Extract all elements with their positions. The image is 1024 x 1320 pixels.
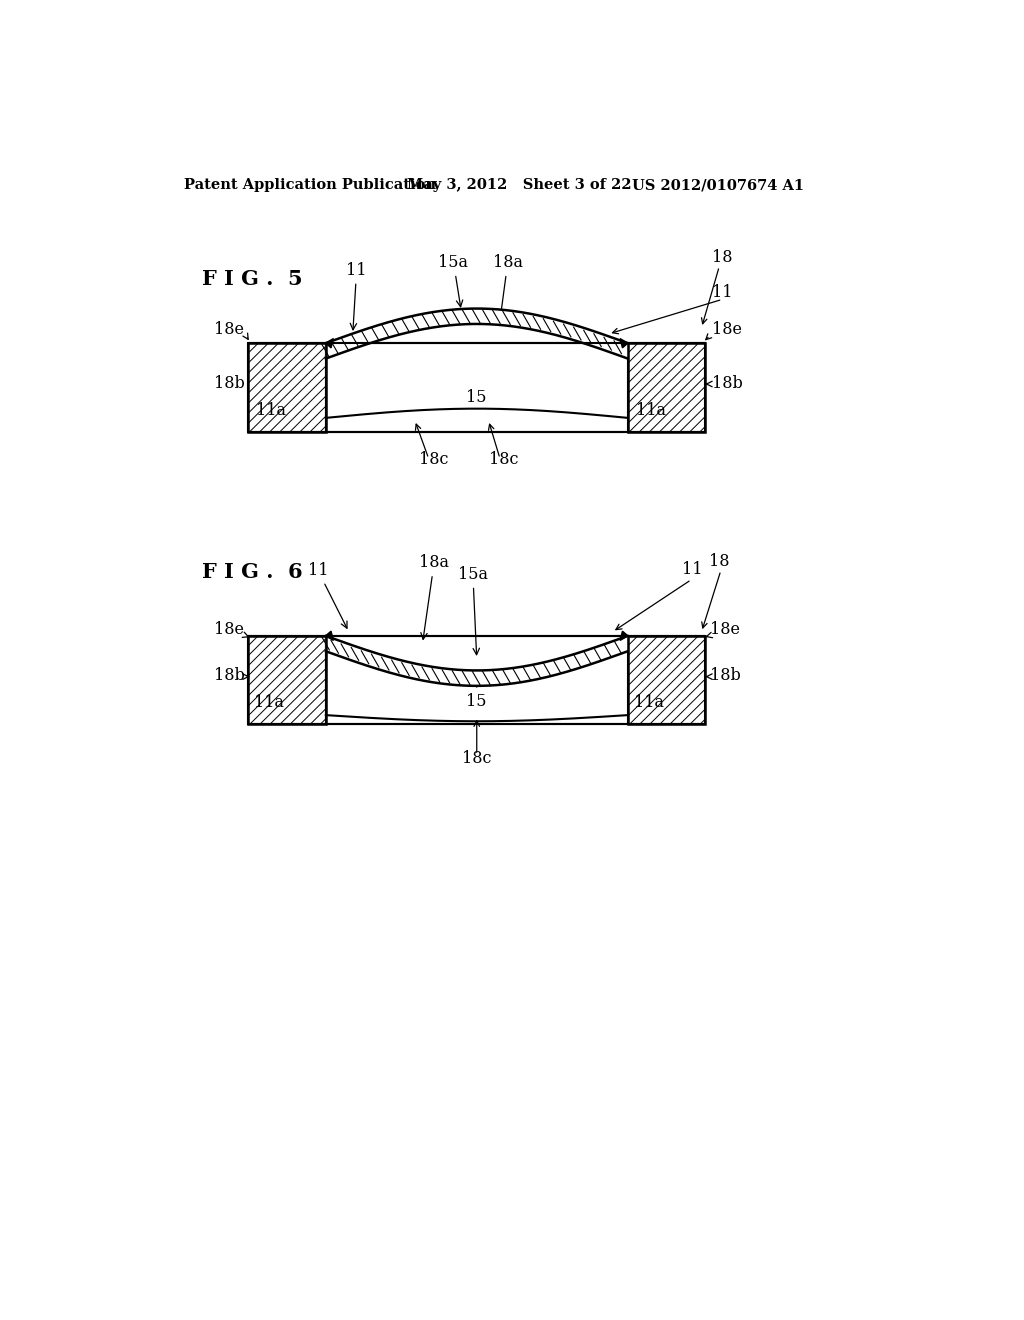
Text: 11a: 11a [636, 401, 666, 418]
Text: 11: 11 [346, 261, 367, 330]
Bar [326, 343, 628, 432]
Text: 11a: 11a [254, 694, 285, 711]
Text: 18b: 18b [712, 375, 742, 392]
Text: 11a: 11a [634, 694, 665, 711]
Text: 18b: 18b [710, 668, 740, 685]
Text: 18a: 18a [493, 253, 522, 315]
Text: 11: 11 [682, 561, 702, 578]
Polygon shape [326, 309, 628, 359]
Text: US 2012/0107674 A1: US 2012/0107674 A1 [632, 178, 804, 193]
Bar [248, 343, 326, 432]
Bar [326, 636, 628, 725]
Bar [628, 343, 706, 432]
Text: 18e: 18e [710, 622, 740, 639]
Text: 11: 11 [307, 562, 347, 628]
Text: F I G .  6: F I G . 6 [202, 562, 302, 582]
Polygon shape [326, 636, 628, 686]
Text: 15: 15 [467, 678, 487, 710]
Text: 18c: 18c [462, 750, 492, 767]
Text: 18b: 18b [213, 375, 245, 392]
Polygon shape [621, 339, 628, 348]
Text: 18: 18 [712, 249, 732, 267]
Text: 15a: 15a [458, 566, 487, 655]
Text: Patent Application Publication: Patent Application Publication [183, 178, 436, 193]
Text: 18c: 18c [420, 451, 449, 469]
Polygon shape [326, 339, 334, 348]
Bar [628, 343, 706, 432]
Text: 18b: 18b [213, 668, 245, 685]
Text: 11a: 11a [256, 401, 286, 418]
Polygon shape [621, 631, 628, 640]
Text: May 3, 2012   Sheet 3 of 22: May 3, 2012 Sheet 3 of 22 [407, 178, 632, 193]
Text: F I G .  5: F I G . 5 [202, 269, 302, 289]
Text: 18: 18 [710, 553, 730, 570]
Polygon shape [326, 631, 334, 640]
Bar [628, 636, 706, 725]
Text: 18c: 18c [489, 451, 518, 469]
Bar [248, 636, 326, 725]
Text: 18e: 18e [214, 622, 245, 639]
Text: 18a: 18a [419, 554, 450, 639]
Text: 15: 15 [467, 389, 487, 407]
Bar [248, 343, 326, 432]
Text: 18e: 18e [712, 321, 741, 338]
Text: 11: 11 [712, 284, 732, 301]
Text: 18e: 18e [214, 321, 245, 338]
Bar [628, 636, 706, 725]
Bar [248, 636, 326, 725]
Text: 15a: 15a [438, 253, 469, 306]
